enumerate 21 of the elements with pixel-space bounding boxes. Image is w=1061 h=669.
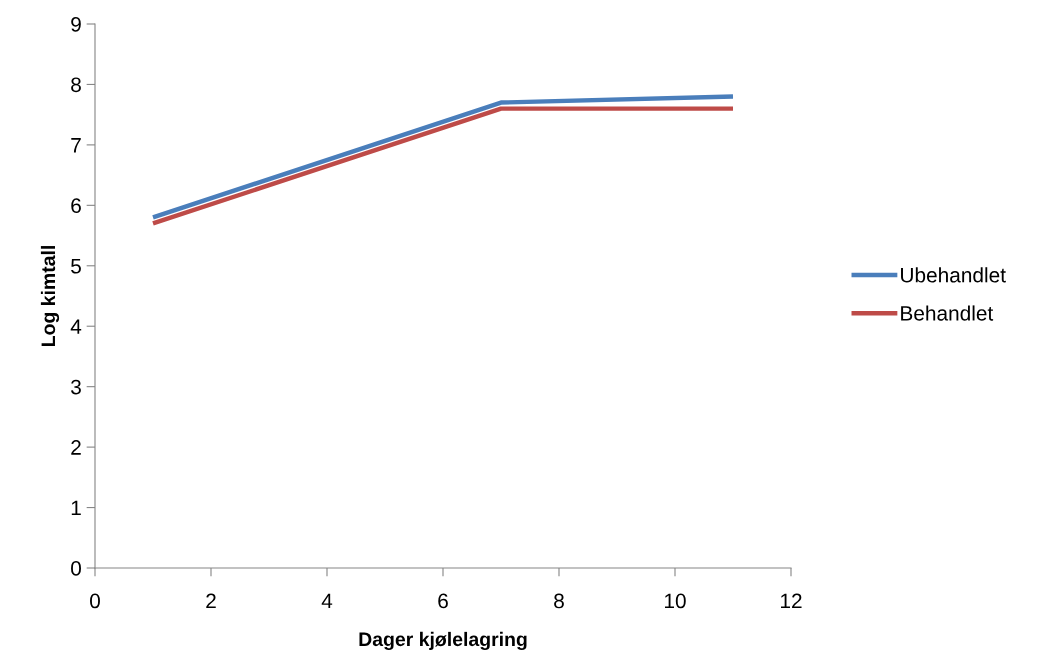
y-axis-title: Log kimtall <box>40 246 60 347</box>
x-tick-label: 10 <box>665 593 686 609</box>
y-tick-label: 4 <box>70 319 82 334</box>
y-tick-label: 5 <box>71 258 81 274</box>
x-tick-label: 8 <box>554 593 564 609</box>
x-tick-label: 2 <box>206 593 216 609</box>
x-tick-label: 0 <box>90 593 100 609</box>
y-tick-label: 9 <box>71 17 81 32</box>
y-tick-label: 1 <box>71 500 81 516</box>
y-tick-label: 3 <box>71 379 81 395</box>
y-tick-label: 6 <box>71 198 81 214</box>
legend-label: Behandlet <box>901 305 994 321</box>
x-tick-label: 12 <box>781 593 802 609</box>
x-tick-label: 4 <box>321 593 333 609</box>
legend-label: Ubehandlet <box>901 267 1006 283</box>
x-tick-label: 6 <box>438 593 448 609</box>
y-tick-label: 2 <box>71 440 81 455</box>
x-axis-title: Dager kjølelagring <box>359 631 527 651</box>
y-tick-label: 0 <box>71 561 81 576</box>
y-tick-label: 8 <box>71 77 81 93</box>
y-tick-label: 7 <box>71 138 81 153</box>
